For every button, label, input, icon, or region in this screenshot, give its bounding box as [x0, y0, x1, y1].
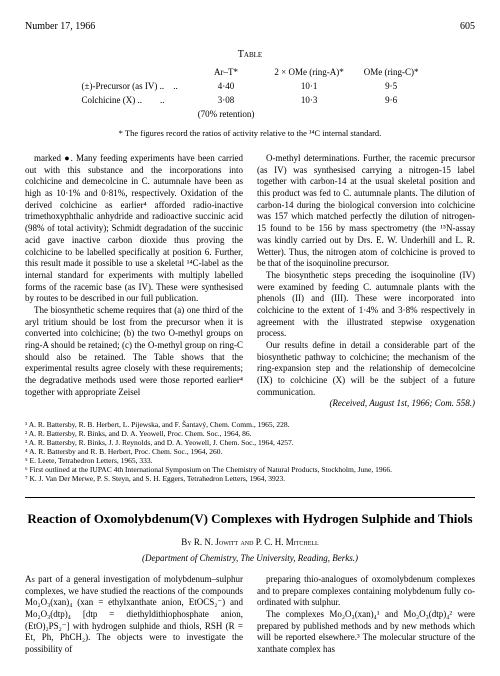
reference: ³ A. R. Battersby, R. Binks, J. J. Reyno… — [25, 438, 475, 447]
paragraph: The complexes Mo₂O₃(xan)₄¹ and Mo₂O₃(dtp… — [257, 609, 475, 656]
reference: ⁵ E. Leete, Tetrahedron Letters, 1965, 3… — [25, 456, 475, 465]
retention-note: (70% retention) — [188, 107, 265, 121]
affiliation: (Department of Chemistry, The University… — [25, 552, 475, 564]
table-row: (±)-Precursor (as IV) .. .. 4·40 10·1 9·… — [72, 79, 429, 93]
references: ¹ A. R. Battersby, R. B. Herbert, L. Pij… — [25, 420, 475, 483]
table-row: Colchicine (X) .. .. 3·08 10·3 9·6 — [72, 93, 429, 107]
issue-label: Number 17, 1966 — [25, 20, 95, 34]
reference: ² A. R. Battersby, R. Binks, and D. A. Y… — [25, 429, 475, 438]
page-number: 605 — [460, 20, 475, 34]
col-header: 2 × OMe (ring-A)* — [264, 65, 353, 79]
article-divider — [25, 497, 475, 498]
paragraph: marked ●. Many feeding experiments have … — [25, 153, 243, 305]
reference: ⁷ K. J. Van Der Merwe, P. S. Steyn, and … — [25, 474, 475, 483]
reference: ⁴ A. R. Battersby and R. B. Herbert, Pro… — [25, 447, 475, 456]
paragraph: Our results define in detail a considera… — [257, 340, 475, 398]
paragraph: O-methyl determinations. Further, the ra… — [257, 153, 475, 270]
data-table: Table Ar–T* 2 × OMe (ring-A)* OMe (ring-… — [25, 48, 475, 140]
col-header: Ar–T* — [188, 65, 265, 79]
reference: ¹ A. R. Battersby, R. B. Herbert, L. Pij… — [25, 420, 475, 429]
article-title: Reaction of Oxomolybdenum(V) Complexes w… — [25, 510, 475, 528]
article2-body: As part of a general investigation of mo… — [25, 574, 475, 656]
received-date: (Received, August 1st, 1966; Com. 558.) — [257, 398, 475, 410]
paragraph: preparing thio-analogues of oxomolybdenu… — [257, 574, 475, 609]
reference: ⁶ First outlined at the IUPAC 4th Intern… — [25, 465, 475, 474]
table-footnote: * The figures record the ratios of activ… — [25, 128, 475, 139]
paragraph: As part of a general investigation of mo… — [25, 574, 243, 656]
byline: By R. N. Jowitt and P. C. H. Mitchell — [25, 536, 475, 548]
col-header: OMe (ring-C)* — [354, 65, 429, 79]
paragraph: The biosynthetic steps preceding the iso… — [257, 270, 475, 340]
paragraph: The biosynthetic scheme requires that (a… — [25, 305, 243, 399]
body-text: marked ●. Many feeding experiments have … — [25, 153, 475, 410]
table-title: Table — [25, 48, 475, 62]
